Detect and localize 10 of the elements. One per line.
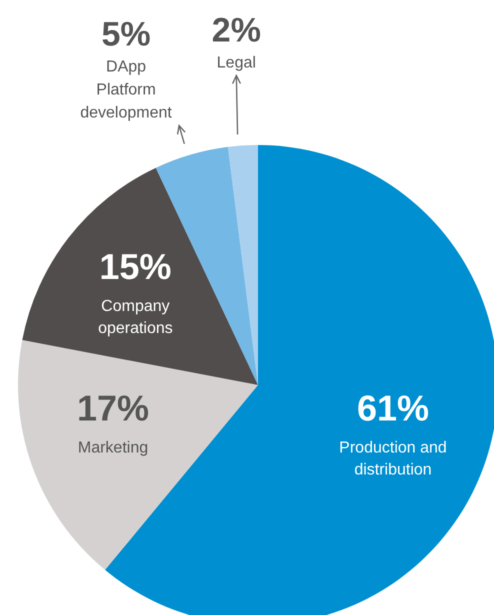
slice-label: Legal bbox=[216, 54, 256, 72]
slice-label: Company operations bbox=[98, 298, 173, 337]
data-label: 2% bbox=[212, 12, 261, 50]
data-label: 61% bbox=[356, 387, 430, 428]
data-label: 17% bbox=[76, 387, 150, 428]
slice-label: Marketing bbox=[78, 439, 148, 456]
slice-label: Production and distribution bbox=[339, 439, 447, 478]
slice-label: DApp Platform development bbox=[80, 58, 172, 122]
data-label: 15% bbox=[99, 246, 172, 287]
data-label: 5% bbox=[101, 16, 151, 54]
